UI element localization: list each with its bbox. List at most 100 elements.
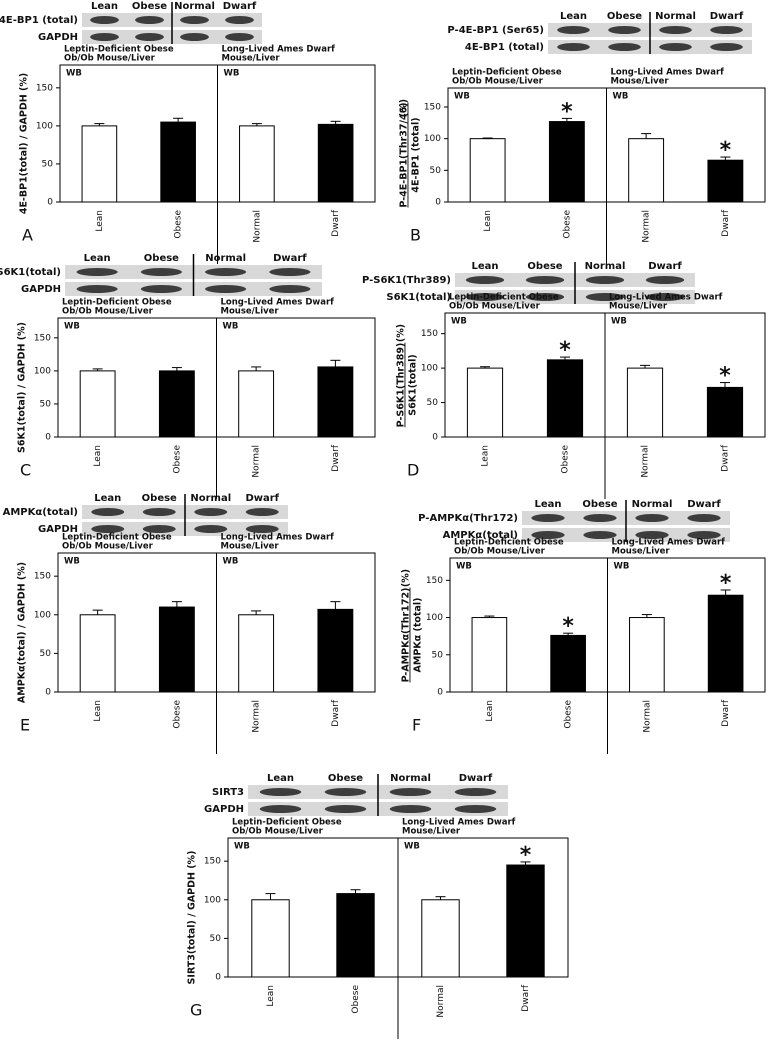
y-axis-label-numerator: P-4E-BP1(Thr37/46) xyxy=(399,102,410,207)
blot-band xyxy=(91,508,125,516)
group-label: Mouse/Liver xyxy=(612,547,671,557)
y-axis-label-numerator: P-AMPKα(Thr172) xyxy=(401,588,412,683)
panel: P-AMPKα(Thr172) AMPKα(total) Lean Obese Norm… xyxy=(401,499,766,754)
blot-lane-label: Normal xyxy=(632,499,673,510)
y-tick-label: 0 xyxy=(432,433,438,443)
y-axis-label: 4E-BP1(total) / GAPDH (%) xyxy=(19,73,30,214)
blot-band xyxy=(645,276,685,284)
blot-lane-label: Dwarf xyxy=(223,1,257,12)
group-label: Mouse/Liver xyxy=(222,54,281,64)
blot-band xyxy=(76,268,118,276)
blot-band xyxy=(525,293,565,301)
blot-lane-label: Normal xyxy=(190,493,231,504)
blot-band xyxy=(659,26,692,34)
panel-letter: G xyxy=(190,1001,202,1020)
group-label: Long-Lived Ames Dwarf xyxy=(222,45,336,55)
blot-lane-label: Obese xyxy=(142,493,177,504)
bar xyxy=(548,121,585,203)
group-label: Ob/Ob Mouse/Liver xyxy=(62,307,154,317)
x-tick-label: Normal xyxy=(252,210,262,243)
bar xyxy=(317,366,354,438)
group-label: Leptin-Deficient Obese xyxy=(452,68,562,78)
y-tick-label: 50 xyxy=(40,649,52,659)
blot-band xyxy=(608,43,641,51)
group-label: Long-Lived Ames Dwarf xyxy=(612,538,726,548)
y-axis-label-denominator: 4E-BP1 (total) xyxy=(411,117,422,192)
y-tick-label: 50 xyxy=(430,166,442,176)
blot-band xyxy=(140,268,182,276)
blot-band xyxy=(194,525,228,533)
blot-lane-label: Dwarf xyxy=(459,773,493,784)
group-tag: WB xyxy=(611,317,627,327)
blot-band xyxy=(454,788,497,796)
x-tick-label: Obese xyxy=(172,445,182,474)
y-axis-label-denominator: S6K1(total) xyxy=(408,354,419,415)
y-tick-label: 100 xyxy=(204,895,221,905)
blot-label: P-4E-BP1 (Ser65) xyxy=(447,25,544,36)
blot-band xyxy=(583,514,617,522)
blot-band xyxy=(245,508,279,516)
y-tick-label: 150 xyxy=(204,857,221,867)
y-tick-label: 150 xyxy=(36,83,53,93)
blot-lane-label: Lean xyxy=(94,493,121,504)
blot-band xyxy=(135,16,164,24)
y-axis-label: AMPKα(total) / GAPDH (%) xyxy=(17,562,28,703)
blot-lane-label: Lean xyxy=(267,773,294,784)
panel: SIRT3 GAPDH Lean Obese Normal Dwarf Leptin-Def… xyxy=(187,773,569,1039)
blot-lane-label: Dwarf xyxy=(273,253,307,264)
y-tick-label: 0 xyxy=(437,688,443,698)
significance-mark: * xyxy=(559,338,571,363)
blot-label: AMPKα(total) xyxy=(443,530,518,541)
x-tick-label: Obese xyxy=(561,445,571,474)
x-tick-label: Dwarf xyxy=(721,209,731,237)
group-label: Long-Lived Ames Dwarf xyxy=(611,68,725,78)
bar xyxy=(81,125,118,203)
blot-band xyxy=(245,525,279,533)
y-tick-label: 150 xyxy=(421,329,438,339)
bar xyxy=(317,123,354,203)
blot-band xyxy=(608,26,641,34)
group-label: Long-Lived Ames Dwarf xyxy=(221,533,335,543)
bar xyxy=(706,386,744,438)
significance-mark: * xyxy=(562,614,574,639)
bar xyxy=(469,138,506,203)
bar xyxy=(160,121,196,203)
y-tick-label: 100 xyxy=(424,134,441,144)
y-tick-label: 100 xyxy=(36,121,53,131)
blot-band xyxy=(557,26,590,34)
blot-lane-label: Normal xyxy=(585,261,626,272)
x-tick-label: Lean xyxy=(93,445,103,467)
blot-lane-label: Obese xyxy=(328,773,363,784)
bar xyxy=(238,614,275,693)
blot-label: P-AMPKα(Thr172) xyxy=(418,513,518,524)
y-tick-label: 50 xyxy=(40,399,52,409)
group-label: Long-Lived Ames Dwarf xyxy=(402,818,516,828)
bar xyxy=(158,370,195,438)
blot-band xyxy=(269,268,311,276)
blot-lane-label: Lean xyxy=(560,11,587,22)
bar xyxy=(79,614,116,693)
group-label: Ob/Ob Mouse/Liver xyxy=(232,827,324,837)
blot-label: GAPDH xyxy=(204,804,244,815)
blot-lane-label: Obese xyxy=(607,11,642,22)
blot-lane-label: Dwarf xyxy=(648,261,682,272)
bar xyxy=(707,594,744,693)
y-axis-unit: (%) xyxy=(399,99,410,117)
group-tag: WB xyxy=(451,317,467,327)
y-tick-label: 150 xyxy=(34,333,51,343)
y-tick-label: 150 xyxy=(424,103,441,113)
group-label: Leptin-Deficient Obese xyxy=(64,45,174,55)
blot-label: SIRT3 xyxy=(212,787,244,798)
blot-band xyxy=(583,531,617,539)
group-label: Mouse/Liver xyxy=(402,827,461,837)
blot-band xyxy=(205,285,247,293)
blot-label: S6K1(total) xyxy=(386,292,451,303)
x-tick-label: Dwarf xyxy=(331,699,341,727)
x-tick-label: Normal xyxy=(642,700,652,733)
bar xyxy=(506,864,545,978)
blot-lane-label: Lean xyxy=(91,1,118,12)
blot-band xyxy=(76,285,118,293)
group-label: Ob/Ob Mouse/Liver xyxy=(64,54,156,64)
blot-band xyxy=(454,805,497,813)
